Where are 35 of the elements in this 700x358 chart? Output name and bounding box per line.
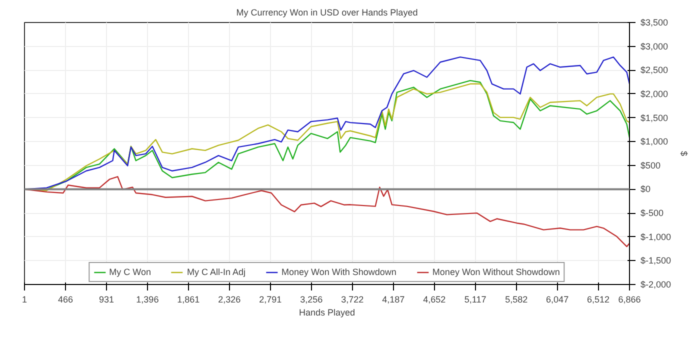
x-tick-label: 4,187 — [382, 294, 405, 304]
legend-label: Money Won With Showdown — [282, 267, 396, 277]
x-tick-label: 1,861 — [177, 294, 200, 304]
y-axis-title: $ — [679, 150, 690, 156]
x-tick-label: 6,866 — [618, 294, 641, 304]
y-tick-label: $3,000 — [640, 41, 668, 52]
y-tick-label: $-1,000 — [640, 232, 672, 242]
legend-label: My C Won — [109, 267, 152, 277]
x-tick-label: 3,722 — [341, 294, 364, 304]
y-tick-label: $1,000 — [640, 136, 668, 147]
x-tick-label: 6,512 — [587, 294, 610, 304]
x-tick-label: 2,326 — [218, 294, 241, 304]
x-tick-label: 2,791 — [259, 294, 282, 304]
x-tick-label: 1 — [22, 294, 28, 304]
y-tick-label: $3,500 — [640, 18, 668, 28]
x-tick-label: 931 — [98, 294, 114, 304]
x-tick-label: 3,256 — [300, 294, 323, 304]
y-tick-label: $2,500 — [640, 65, 668, 76]
y-tick-label: $-500 — [640, 208, 664, 218]
x-tick-label: 6,047 — [546, 294, 569, 304]
y-tick-label: $0 — [640, 184, 651, 194]
y-tick-label: $1,500 — [640, 112, 668, 123]
x-tick-label: 5,117 — [464, 294, 486, 304]
y-tick-label: $-1,500 — [640, 256, 672, 266]
y-tick-label: $2,000 — [640, 88, 668, 99]
x-tick-label: 1,396 — [136, 294, 159, 304]
legend-label: My C All-In Adj — [187, 267, 246, 277]
x-tick-label: 466 — [58, 294, 74, 304]
y-tick-label: $-2,000 — [640, 280, 672, 290]
x-tick-label: 5,582 — [505, 294, 528, 304]
chart-title: My Currency Won in USD over Hands Played — [236, 8, 418, 18]
x-tick-label: 4,652 — [423, 294, 446, 304]
y-tick-label: $500 — [640, 160, 661, 170]
x-axis-title: Hands Played — [298, 308, 356, 318]
legend-label: Money Won Without Showdown — [432, 267, 560, 277]
